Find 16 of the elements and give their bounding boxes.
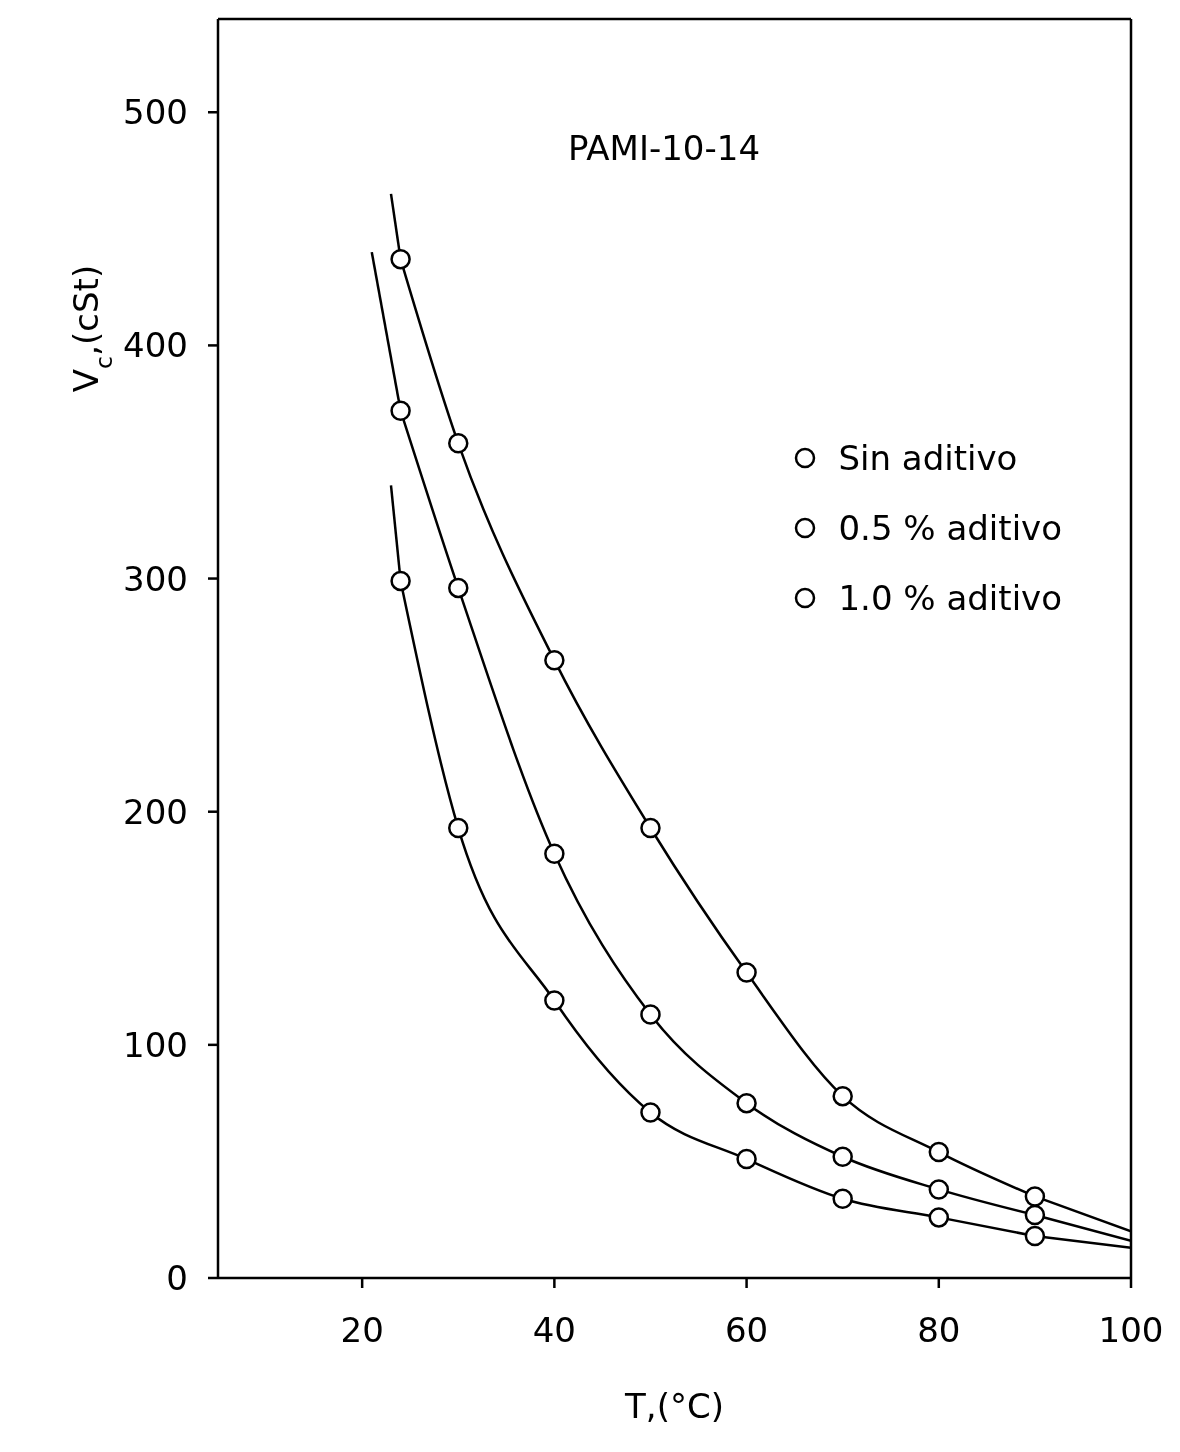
y-tick-label: 200 bbox=[123, 791, 188, 832]
x-tick-label: 80 bbox=[917, 1310, 961, 1351]
text: PAMI-10-14 bbox=[568, 128, 761, 168]
x-tick-label: 20 bbox=[340, 1310, 384, 1351]
y-tick-label: 500 bbox=[123, 92, 188, 133]
legend-label: 1.0 % aditivo bbox=[838, 578, 1062, 618]
legend-label: 0.5 % aditivo bbox=[838, 508, 1062, 548]
y-tick-label: 400 bbox=[123, 325, 188, 366]
x-tick-label: 100 bbox=[1098, 1310, 1164, 1351]
x-tick-label: 40 bbox=[532, 1310, 576, 1351]
y-tick-label: 100 bbox=[123, 1024, 188, 1065]
y-tick-label: 300 bbox=[123, 558, 188, 599]
y-tick-label: 0 bbox=[166, 1258, 188, 1299]
x-axis-title: T,(°C) bbox=[624, 1386, 724, 1426]
legend-label: Sin aditivo bbox=[838, 438, 1018, 478]
x-tick-label: 60 bbox=[724, 1310, 769, 1351]
